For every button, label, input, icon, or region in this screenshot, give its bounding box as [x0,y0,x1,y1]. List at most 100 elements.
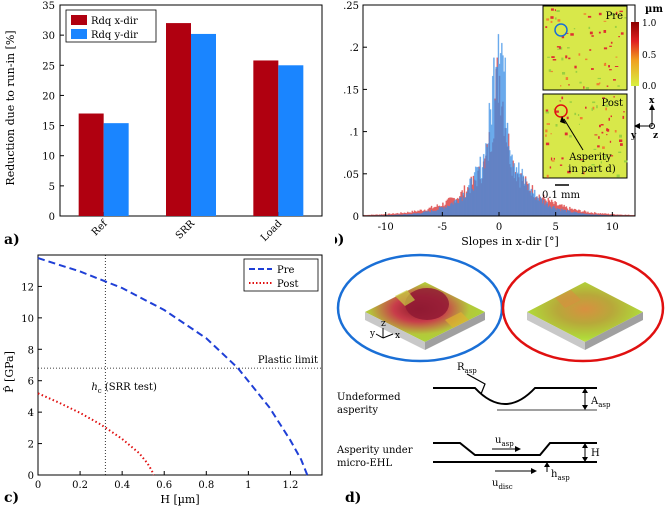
bar [78,113,104,216]
u-asp-label: uasp [495,435,514,448]
speck [591,68,594,70]
speck [549,70,553,73]
line-chart-axes: 0 2 4 6 8 10 12 0 0.2 0.4 0.6 0.8 1 1.2 Plastic limit h… [21,254,323,491]
speck [578,123,580,125]
speck [554,9,556,12]
speck [570,33,574,36]
speck [585,106,587,109]
speck [545,134,547,137]
speck [593,148,597,150]
histogram-panel: 0 .05 .1 .15 .2 .25 -10 -5 0 5 10 Slopes in x-dir … [335,1,663,248]
speck [598,12,602,16]
speck [549,166,552,169]
x-tick-label: 0 [496,222,502,233]
speck [568,57,571,60]
speck [597,145,600,148]
x-tick-label: 1.2 [282,480,298,491]
speck [609,45,612,47]
surface-pre-3d: y z x [336,253,504,363]
legend-swatch [71,29,87,39]
bar-chart-bars [78,23,304,217]
x-tick-label: 1 [245,480,251,491]
speck [561,96,564,100]
triad-z: z [381,319,386,329]
legend-swatch [71,15,87,25]
speck [565,55,568,59]
legend-entry: Post [277,279,299,290]
speck [623,111,625,113]
colorbar-unit: µm [645,4,663,15]
speck [545,111,550,114]
x-tick-label: Ref [90,217,111,238]
speck [556,46,560,48]
legend-entry: Rdq x-dir [91,16,138,27]
speck [561,57,564,61]
asperity-arrow-head [560,116,566,124]
speck [559,164,563,166]
speck [602,146,605,149]
colorbar-tick-low: 0.0 [642,82,657,92]
speck [557,48,560,50]
map-pre-specks [545,8,627,90]
speck [603,30,607,33]
speck [551,56,555,58]
x-tick-label: 0.4 [114,480,130,491]
speck [624,160,628,163]
x-tick-label: SRR [174,218,198,242]
speck [609,155,614,157]
y-tick-label: 2 [28,440,34,451]
speck [617,85,620,87]
speck [588,167,591,169]
bar-chart-panel: 0 5 10 15 20 25 30 35 Ref SRR Load Rdq x-dir Rdq y-… [4,1,323,248]
line-chart-legend: Pre Post [243,258,319,292]
speck [551,160,555,162]
speck [616,174,620,178]
speck [553,157,555,160]
speck [619,134,622,138]
x-tick-label: 0.8 [198,480,214,491]
speck [614,66,619,67]
speck [592,106,595,110]
h-label: H [591,448,600,459]
speck [603,20,607,22]
speck [587,15,592,18]
speck [607,100,611,102]
y-tick-label: .15 [343,85,359,96]
speck [579,117,583,120]
speck [618,36,620,38]
speck [591,164,595,166]
speck [575,70,578,73]
speck [599,82,601,84]
speck [546,123,550,125]
speck [561,157,564,160]
speck [591,107,593,111]
bar-chart-legend: Rdq x-dir Rdq y-dir [65,9,157,43]
triad-x-label: x [649,96,655,106]
map-post-label: Post [602,98,624,109]
surface-post-3d [501,253,665,363]
asperity-annotation: Asperity in part d) [568,152,616,175]
colorbar-tick-mid: 0.5 [642,51,657,61]
speck [564,132,568,136]
speck [552,59,557,61]
speck [569,101,572,103]
speck [620,32,624,35]
speck [603,47,608,50]
speck [618,151,622,153]
surface-map-inset: Pre Post Asperity in part d) 0.1 mm µm 1… [542,4,663,201]
series-line [37,392,155,476]
speck [620,143,623,146]
speck [610,115,612,118]
speck [596,105,598,109]
speck [600,161,602,164]
bar [278,65,304,217]
speck [583,86,585,89]
histogram-xlabel: Slopes in x-dir [°] [461,235,559,248]
speck [569,135,572,138]
speck [611,13,614,16]
speck [574,65,577,69]
speck [562,72,566,75]
speck [585,58,588,61]
speck [567,47,570,49]
colorbar [631,22,639,86]
